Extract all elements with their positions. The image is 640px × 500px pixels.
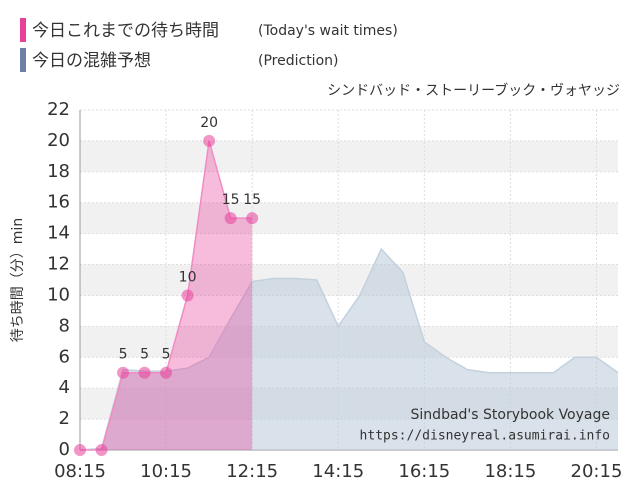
y-tick-label: 20 — [47, 130, 70, 151]
data-point — [224, 212, 237, 225]
area — [80, 249, 618, 450]
y-tick-label: 4 — [59, 377, 70, 398]
legend-swatch — [20, 18, 26, 42]
y-tick-label: 6 — [59, 346, 70, 367]
data-point — [246, 212, 259, 225]
data-label: 20 — [200, 115, 218, 131]
x-tick-label: 20:15 — [571, 461, 623, 482]
legend-swatch — [20, 48, 26, 72]
legend-label: 今日の混雑予想 — [32, 51, 151, 71]
x-tick-label: 12:15 — [226, 461, 278, 482]
watermark: Sindbad's Storybook Voyage — [411, 407, 610, 423]
data-label: 5 — [162, 347, 171, 363]
data-label: 15 — [222, 192, 240, 208]
data-point — [74, 444, 86, 456]
legend-note: (Prediction) — [258, 53, 338, 69]
grid-band — [80, 264, 618, 296]
data-label: 5 — [140, 347, 149, 363]
data-point — [95, 444, 108, 456]
y-axis-label: 待ち時間（分）min — [10, 218, 26, 342]
grid-band — [80, 202, 618, 234]
data-point — [203, 134, 216, 147]
data-label: 15 — [243, 192, 261, 208]
y-tick-label: 18 — [47, 161, 70, 182]
data-label: 5 — [119, 347, 128, 363]
y-tick-label: 2 — [59, 408, 70, 429]
x-tick-label: 16:15 — [398, 461, 450, 482]
y-tick-label: 8 — [59, 315, 70, 336]
x-tick-label: 18:15 — [484, 461, 536, 482]
legend-label: 今日これまでの待ち時間 — [32, 21, 219, 41]
subtitle: シンドバッド・ストーリーブック・ヴォヤッジ — [327, 82, 620, 99]
grid-band — [80, 140, 618, 172]
data-label: 10 — [179, 269, 197, 285]
y-tick-label: 16 — [47, 192, 70, 213]
x-tick-label: 10:15 — [140, 461, 192, 482]
y-tick-label: 12 — [47, 254, 70, 275]
x-tick-label: 14:15 — [312, 461, 364, 482]
watermark-url: https://disneyreal.asumirai.info — [360, 429, 610, 444]
y-tick-label: 0 — [59, 439, 70, 460]
legend-note: (Today's wait times) — [258, 23, 398, 39]
data-point — [117, 366, 130, 379]
y-tick-label: 10 — [47, 284, 70, 305]
y-tick-label: 14 — [47, 223, 70, 244]
data-point — [160, 366, 173, 379]
x-tick-label: 08:15 — [54, 461, 106, 482]
y-tick-label: 22 — [47, 99, 70, 120]
data-point — [181, 289, 194, 302]
data-point — [138, 366, 151, 379]
